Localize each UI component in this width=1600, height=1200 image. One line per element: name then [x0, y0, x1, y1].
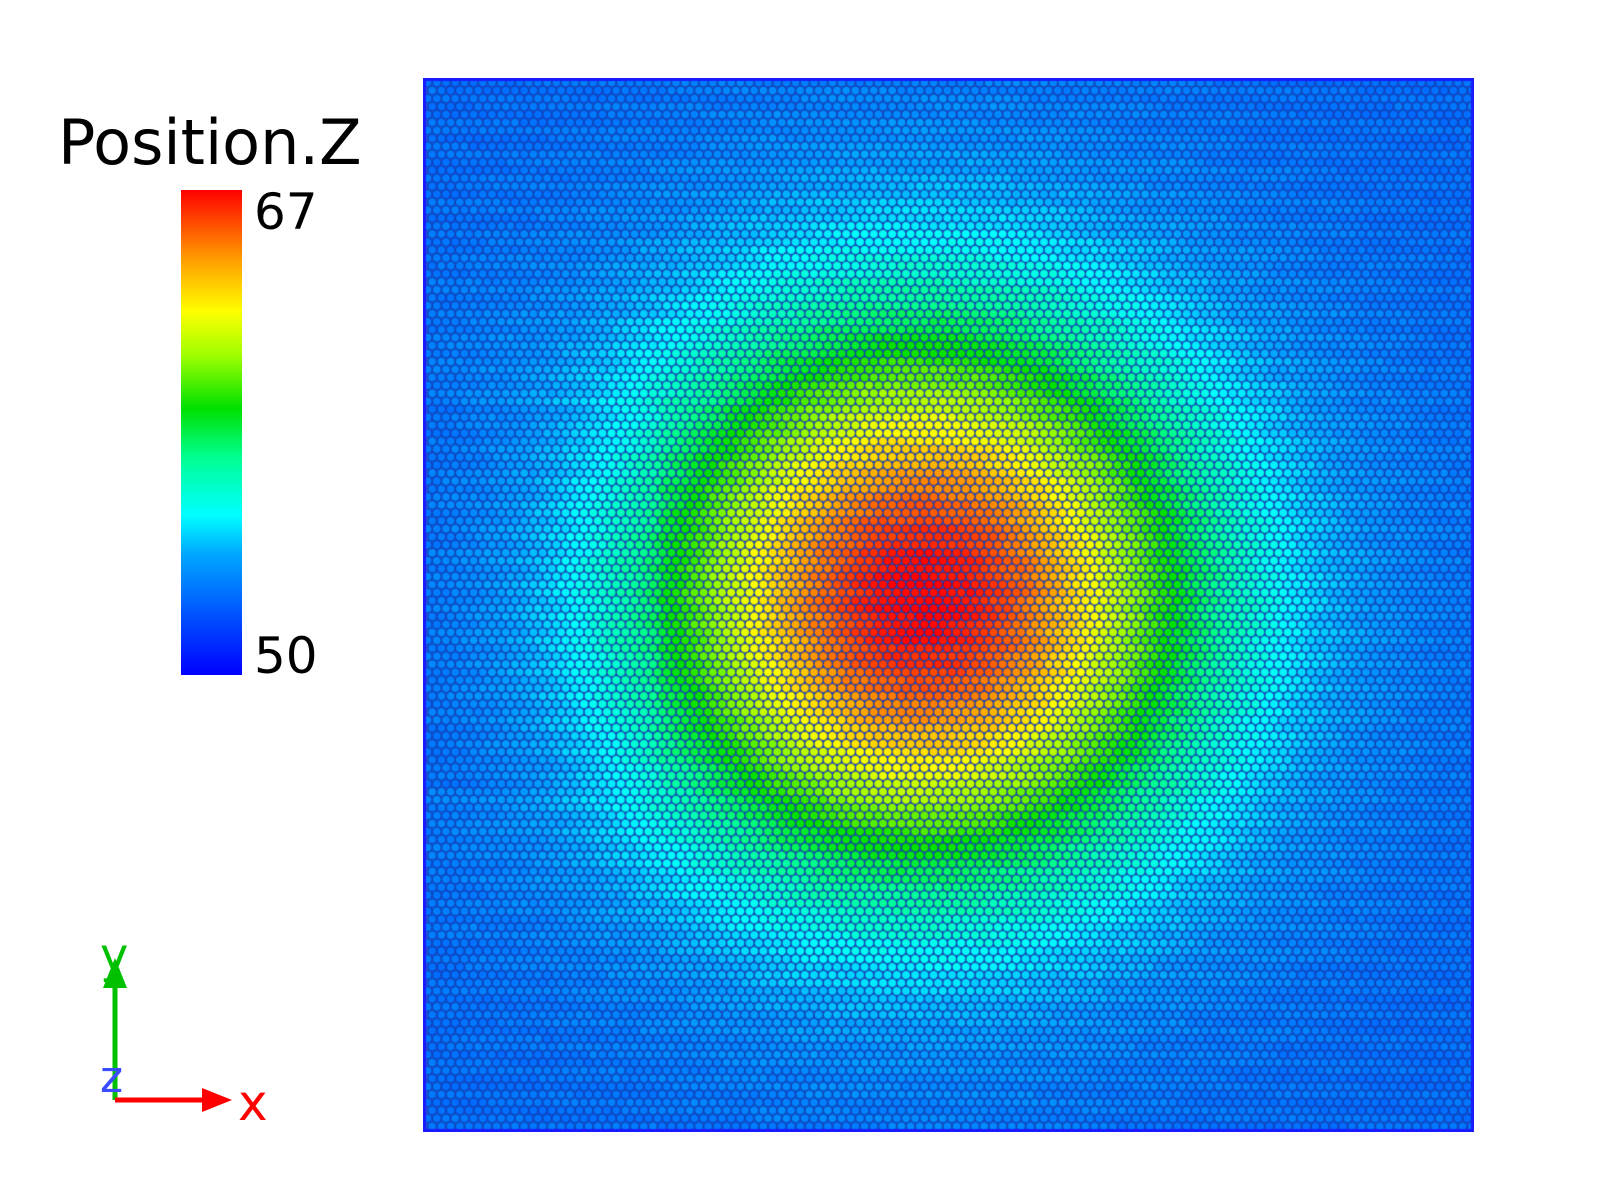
- colorbar: [181, 190, 242, 675]
- particle-viewport[interactable]: [423, 78, 1474, 1132]
- x-axis-arrowhead: [202, 1088, 232, 1112]
- y-axis-label: y: [100, 930, 128, 984]
- z-axis-label: z: [100, 1052, 123, 1103]
- colorbar-min-label: 50: [254, 627, 318, 685]
- y-axis-arrowhead: [103, 958, 127, 988]
- axis-tripod: y z x: [100, 930, 268, 1130]
- particle-field-canvas[interactable]: [423, 78, 1474, 1132]
- colorbar-title: Position.Z: [58, 106, 362, 179]
- x-axis-label: x: [238, 1074, 268, 1130]
- colorbar-max-label: 67: [254, 183, 318, 241]
- colorbar-gradient: [181, 190, 242, 675]
